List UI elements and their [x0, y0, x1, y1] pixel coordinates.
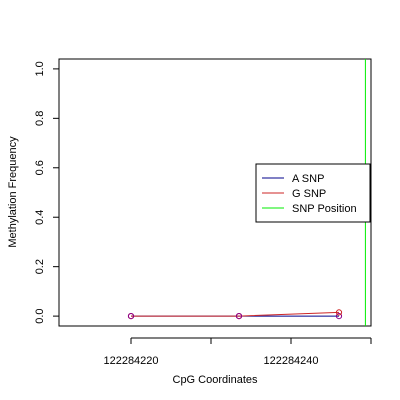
series-layer — [131, 311, 340, 317]
y-tick-label: 0.6 — [34, 160, 46, 175]
y-tick-label: 0.2 — [34, 259, 46, 274]
data-point — [235, 313, 243, 320]
x-axis: 122284220 122284240 — [103, 337, 372, 367]
data-point — [335, 309, 343, 316]
y-tick-label: 0.0 — [34, 308, 46, 323]
x-axis-title: CpG Coordinates — [173, 374, 258, 386]
data-point — [335, 313, 343, 320]
y-tick-label: 0.8 — [34, 111, 46, 126]
legend: A SNP G SNP SNP Position — [255, 163, 371, 223]
y-axis-title: Methylation Frequency — [7, 136, 19, 248]
y-axis: 0.0 0.2 0.4 0.6 0.8 1.0 — [34, 61, 60, 324]
y-tick-label: 0.4 — [34, 210, 46, 225]
series-line-g-snp — [131, 311, 340, 317]
legend-label: A SNP — [292, 173, 324, 185]
data-point — [127, 313, 135, 320]
x-tick-label: 122284220 — [103, 355, 158, 367]
legend-label: SNP Position — [292, 203, 357, 215]
y-tick-label: 1.0 — [34, 61, 46, 76]
x-tick-label: 122284240 — [263, 355, 318, 367]
marker-layer — [127, 309, 343, 320]
legend-label: G SNP — [292, 188, 326, 200]
